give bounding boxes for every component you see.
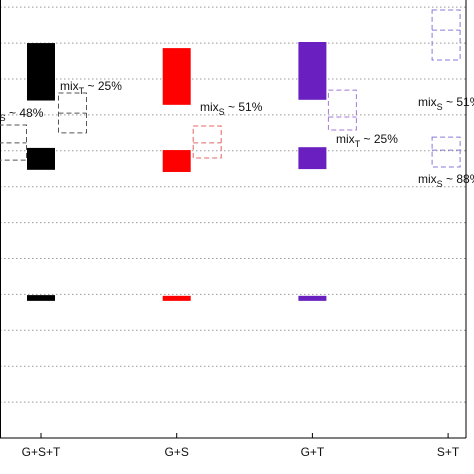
annotation: mixS ~ 51% — [418, 95, 474, 112]
annotation-sub: T — [355, 139, 361, 149]
bar — [162, 48, 191, 105]
bar — [27, 295, 55, 301]
annotation: mixS ~ 88% — [418, 172, 474, 189]
annotation-rest: ~ 88% — [443, 172, 474, 186]
bar — [27, 43, 55, 101]
dashed-box — [192, 125, 222, 159]
bar — [27, 147, 55, 170]
annotation-text: mix — [60, 79, 79, 93]
bar — [162, 295, 191, 301]
dashed-box — [327, 89, 357, 131]
annotation: mixS ~ 51% — [200, 100, 263, 117]
bar — [162, 150, 191, 172]
bar — [298, 147, 327, 170]
x-tick-label: G+S — [165, 445, 189, 459]
dashed-box — [431, 136, 461, 168]
annotation-sub: T — [79, 86, 85, 96]
annotation-text: mix — [418, 95, 437, 109]
x-tick-label: G+S+T — [22, 445, 61, 459]
bar — [298, 295, 327, 301]
x-tick-label: G+T — [301, 445, 325, 459]
annotation-sub: S — [437, 179, 443, 189]
annotation-text: mix — [200, 100, 219, 114]
annotation-sub: S — [437, 102, 443, 112]
annotation-text: mix — [418, 172, 437, 186]
annotation: mixS ~ 48% — [0, 106, 44, 123]
annotation-text: mix — [336, 132, 355, 146]
bar — [298, 42, 327, 100]
annotation-rest: ~ 25% — [360, 132, 398, 146]
annotation-rest: ~ 51% — [443, 95, 474, 109]
x-tick-label: S+T — [437, 445, 460, 459]
annotation-rest: ~ 25% — [84, 79, 122, 93]
dashed-box — [431, 9, 461, 61]
annotation-rest: ~ 51% — [225, 100, 263, 114]
annotation-rest: ~ 48% — [6, 106, 44, 120]
annotation-sub: S — [0, 113, 6, 123]
annotation-sub: S — [219, 107, 225, 117]
annotation: mixT ~ 25% — [60, 79, 122, 96]
annotation: mixT ~ 25% — [336, 132, 398, 149]
